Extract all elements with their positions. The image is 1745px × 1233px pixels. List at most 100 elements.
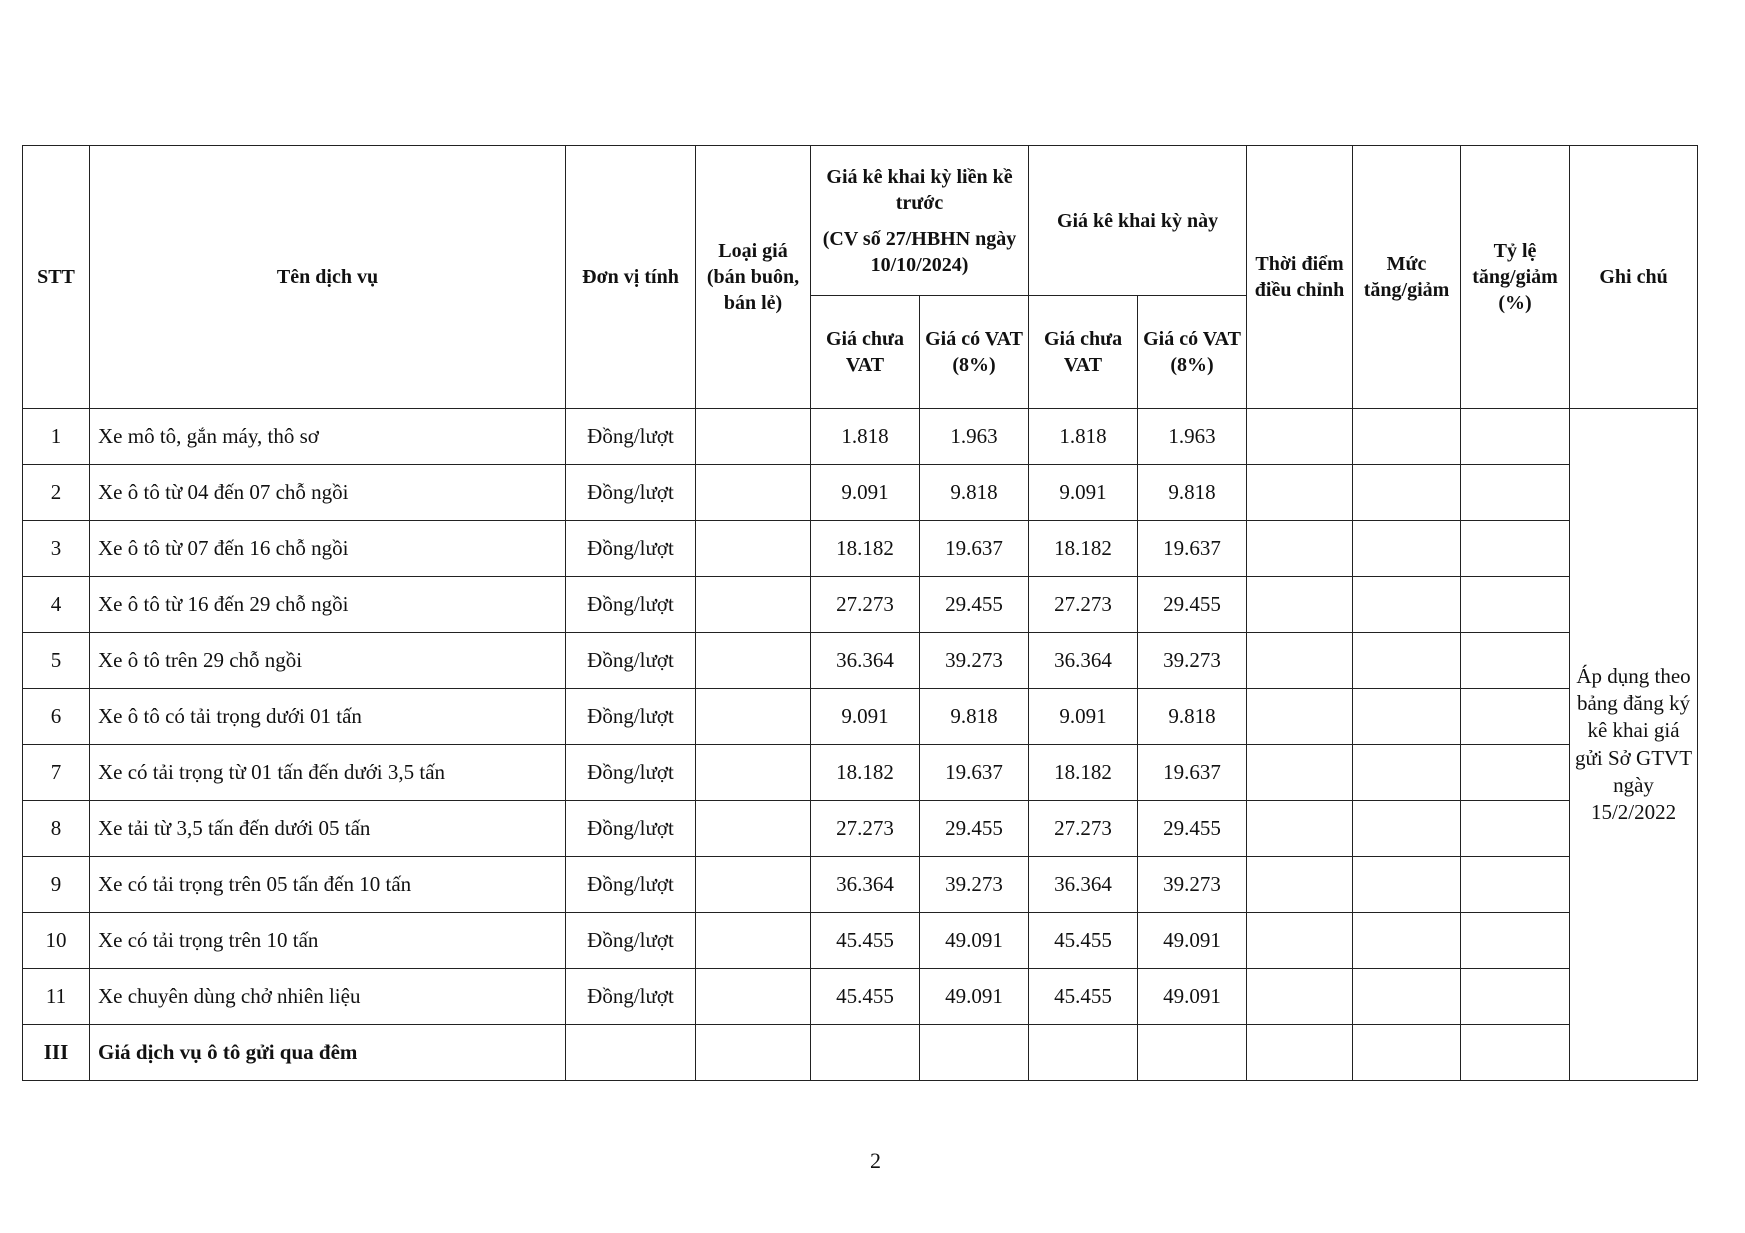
price-cell: 19.637 bbox=[1137, 520, 1248, 577]
table-row: 6 Xe ô tô có tải trọng dưới 01 tấn Đồng/lư… bbox=[22, 688, 1698, 745]
header-cell: Đơn vị tính bbox=[565, 145, 696, 409]
table-row: 4 Xe ô tô từ 16 đến 29 chỗ ngồi Đồng/lượt 2… bbox=[22, 576, 1698, 633]
rate-cell bbox=[1460, 744, 1571, 801]
price-cell: 9.091 bbox=[810, 464, 920, 521]
price-cell: 49.091 bbox=[1137, 968, 1248, 1025]
unit-cell: Đồng/lượt bbox=[565, 688, 696, 745]
price-cell: 1.963 bbox=[918, 408, 1030, 465]
price-type-cell bbox=[695, 744, 811, 801]
change-cell bbox=[1352, 1024, 1462, 1081]
stt-cell: 2 bbox=[22, 464, 90, 521]
rate-cell bbox=[1460, 800, 1571, 857]
price-cell: 9.091 bbox=[1028, 464, 1139, 521]
price-cell: 49.091 bbox=[1137, 912, 1248, 969]
stt-cell: 8 bbox=[22, 800, 90, 857]
price-cell: 19.637 bbox=[1137, 744, 1248, 801]
page-number: 2 bbox=[870, 1148, 881, 1173]
change-cell bbox=[1352, 800, 1462, 857]
adjust-time-cell bbox=[1246, 632, 1354, 689]
header-text: Giá kê khai kỳ liền kề trước bbox=[826, 165, 1013, 214]
price-cell: 27.273 bbox=[1028, 800, 1139, 857]
header-text: (CV số 27/HBHN ngày 10/10/2024) bbox=[822, 227, 1017, 276]
adjust-time-cell bbox=[1246, 744, 1354, 801]
table-row: 1 Xe mô tô, gắn máy, thô sơ Đồng/lượt 1.818… bbox=[22, 408, 1699, 1081]
rate-cell bbox=[1460, 576, 1571, 633]
price-cell: 9.818 bbox=[1137, 688, 1248, 745]
price-table: STT Tên dịch vụ Đơn vị tính Loại giá (bá… bbox=[22, 145, 1699, 1081]
price-cell: 49.091 bbox=[918, 912, 1030, 969]
adjust-time-cell bbox=[1246, 688, 1354, 745]
price-cell: 36.364 bbox=[1028, 856, 1139, 913]
subheader-cell: Giá chưa VAT bbox=[810, 295, 920, 409]
table-row: 2 Xe ô tô từ 04 đến 07 chỗ ngồi Đồng/lượt 9… bbox=[22, 464, 1698, 521]
adjust-time-cell bbox=[1246, 912, 1354, 969]
service-cell: Xe ô tô trên 29 chỗ ngồi bbox=[89, 632, 566, 689]
rate-cell bbox=[1460, 968, 1571, 1025]
service-cell: Giá dịch vụ ô tô gửi qua đêm bbox=[89, 1024, 566, 1081]
section-row: III Giá dịch vụ ô tô gửi qua đêm bbox=[22, 1024, 1698, 1081]
service-cell: Xe có tải trọng trên 10 tấn bbox=[89, 912, 566, 969]
change-cell bbox=[1352, 576, 1462, 633]
header-cell: Thời điểm điều chỉnh bbox=[1246, 145, 1354, 409]
price-type-cell bbox=[695, 520, 811, 577]
adjust-time-cell bbox=[1246, 520, 1354, 577]
change-cell bbox=[1352, 688, 1462, 745]
price-type-cell bbox=[695, 464, 811, 521]
unit-cell: Đồng/lượt bbox=[565, 408, 696, 465]
header-cell: STT bbox=[22, 145, 90, 409]
unit-cell: Đồng/lượt bbox=[565, 912, 696, 969]
price-cell: 9.818 bbox=[918, 464, 1030, 521]
header-cell: Mức tăng/giảm bbox=[1352, 145, 1462, 409]
unit-cell: Đồng/lượt bbox=[565, 856, 696, 913]
adjust-time-cell bbox=[1246, 800, 1354, 857]
price-cell: 29.455 bbox=[1137, 800, 1248, 857]
price-cell: 36.364 bbox=[1028, 632, 1139, 689]
header-cell: Loại giá (bán buôn, bán lẻ) bbox=[695, 145, 811, 409]
change-cell bbox=[1352, 464, 1462, 521]
price-cell: 49.091 bbox=[918, 968, 1030, 1025]
rate-cell bbox=[1460, 520, 1571, 577]
change-cell bbox=[1352, 520, 1462, 577]
stt-cell: 6 bbox=[22, 688, 90, 745]
change-cell bbox=[1352, 408, 1462, 465]
table-row: 3 Xe ô tô từ 07 đến 16 chỗ ngồi Đồng/lượt 1… bbox=[22, 520, 1698, 577]
service-cell: Xe ô tô từ 07 đến 16 chỗ ngồi bbox=[89, 520, 566, 577]
price-type-cell bbox=[695, 968, 811, 1025]
price-type-cell bbox=[695, 576, 811, 633]
unit-cell: Đồng/lượt bbox=[565, 744, 696, 801]
price-cell: 29.455 bbox=[918, 576, 1030, 633]
price-cell: 45.455 bbox=[810, 968, 920, 1025]
rate-cell bbox=[1460, 632, 1571, 689]
price-type-cell bbox=[695, 688, 811, 745]
note-cell: Áp dụng theo bảng đăng ký kê khai giá gử… bbox=[1569, 408, 1699, 1081]
stt-cell: 9 bbox=[22, 856, 90, 913]
adjust-time-cell bbox=[1246, 968, 1354, 1025]
change-cell bbox=[1352, 744, 1462, 801]
price-cell: 39.273 bbox=[1137, 856, 1248, 913]
adjust-time-cell bbox=[1246, 408, 1354, 465]
change-cell bbox=[1352, 912, 1462, 969]
adjust-time-cell bbox=[1246, 576, 1354, 633]
rate-cell bbox=[1460, 856, 1571, 913]
rate-cell bbox=[1460, 912, 1571, 969]
table-body: 1 Xe mô tô, gắn máy, thô sơ Đồng/lượt 1.818… bbox=[22, 408, 1699, 1081]
price-cell: 18.182 bbox=[810, 744, 920, 801]
price-cell: 39.273 bbox=[918, 856, 1030, 913]
price-cell: 1.818 bbox=[1028, 408, 1139, 465]
stt-cell: 3 bbox=[22, 520, 90, 577]
rate-cell bbox=[1460, 464, 1571, 521]
price-cell: 9.818 bbox=[1137, 464, 1248, 521]
service-cell: Xe ô tô từ 16 đến 29 chỗ ngồi bbox=[89, 576, 566, 633]
price-type-cell bbox=[695, 912, 811, 969]
price-cell bbox=[1028, 1024, 1139, 1081]
service-cell: Xe ô tô từ 04 đến 07 chỗ ngồi bbox=[89, 464, 566, 521]
price-cell: 9.091 bbox=[1028, 688, 1139, 745]
adjust-time-cell bbox=[1246, 1024, 1354, 1081]
price-cell: 1.818 bbox=[810, 408, 920, 465]
service-cell: Xe có tải trọng từ 01 tấn đến dưới 3,5 t… bbox=[89, 744, 566, 801]
table-row: 11 Xe chuyên dùng chở nhiên liệu Đồng/lượt… bbox=[22, 968, 1698, 1025]
price-cell bbox=[810, 1024, 920, 1081]
unit-cell: Đồng/lượt bbox=[565, 520, 696, 577]
rate-cell bbox=[1460, 688, 1571, 745]
